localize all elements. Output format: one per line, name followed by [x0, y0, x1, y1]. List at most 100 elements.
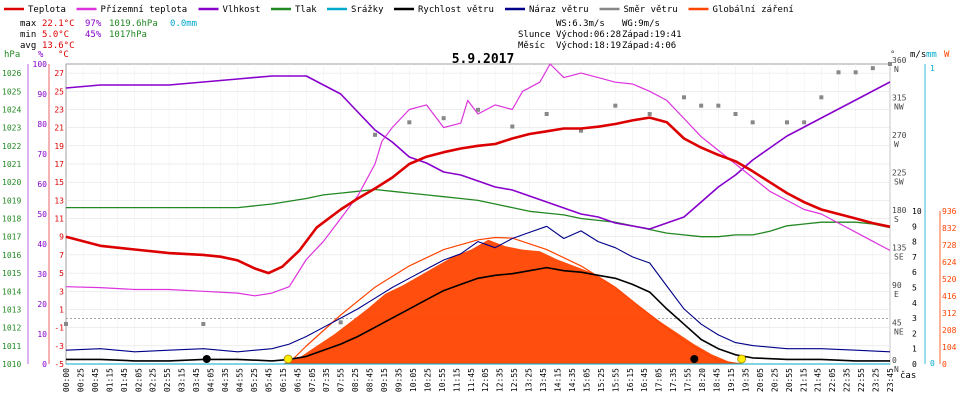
- dir-point-9: [579, 128, 583, 133]
- series-temperature: [65, 116, 891, 275]
- tick-dir-2: 270: [892, 131, 907, 140]
- info-sun-label: Slunce: [518, 30, 551, 40]
- stats-min-label: min: [20, 30, 36, 40]
- info-sun-set: Západ:19:41: [622, 30, 682, 40]
- tick-dir-0: 360: [892, 56, 907, 65]
- tick-rad-7: 208: [942, 326, 957, 335]
- tick-temp-11: 5: [59, 269, 64, 278]
- tick-pct-4: 60: [37, 180, 47, 189]
- tick-time-31: 12:55: [510, 368, 519, 392]
- tick-hpa-7: 1019: [2, 196, 21, 205]
- stats-max-hum: 97%: [85, 19, 102, 29]
- tick-time-5: 02:05: [134, 368, 143, 392]
- dir-point-3: [373, 132, 377, 137]
- dir-point-8: [544, 112, 549, 116]
- tick-dirlbl-6: E: [894, 290, 899, 299]
- tick-time-40: 16:45: [640, 368, 649, 392]
- dir-point-0: [64, 322, 68, 326]
- series-humidity: [65, 75, 891, 230]
- tick-time-39: 16:15: [626, 368, 635, 392]
- plot-area: [64, 62, 892, 365]
- unit-wind: m/s: [910, 50, 926, 60]
- tick-temp-1: 25: [54, 87, 64, 96]
- chart-title: 5.9.2017: [452, 52, 515, 67]
- tick-time-26: 10:55: [438, 368, 447, 392]
- tick-hpa-1: 1025: [2, 87, 21, 96]
- tick-rad-6: 312: [942, 309, 957, 318]
- tick-dir-4: 180: [892, 206, 907, 215]
- tick-time-4: 01:45: [120, 368, 129, 392]
- dir-point-10: [613, 103, 618, 108]
- tick-wind-5: 5: [912, 284, 917, 293]
- tick-pct-6: 40: [37, 240, 47, 249]
- tick-time-10: 04:05: [207, 368, 216, 392]
- tick-dirlbl-7: NE: [894, 328, 904, 337]
- tick-hpa-4: 1022: [2, 142, 21, 151]
- tick-time-44: 18:20: [698, 368, 707, 392]
- stats-min-temp: 5.0°C: [42, 30, 69, 40]
- tick-wind-8: 2: [912, 329, 917, 338]
- tick-time-12: 04:55: [235, 368, 244, 392]
- dir-point-13: [699, 103, 704, 108]
- tick-time-22: 09:15: [380, 368, 389, 392]
- stats-avg-label: avg: [20, 41, 36, 51]
- tick-time-38: 15:55: [611, 368, 620, 392]
- tick-rad-2: 728: [942, 241, 957, 250]
- tick-dirlbl-8: N: [894, 365, 899, 374]
- tick-pct-10: 0: [42, 360, 47, 369]
- tick-hpa-3: 1023: [2, 124, 21, 133]
- tick-time-47: 19:35: [741, 368, 750, 392]
- tick-time-41: 17:05: [655, 368, 664, 392]
- tick-hpa-14: 1012: [2, 324, 21, 333]
- unit-hpa: hPa: [4, 50, 20, 60]
- tick-dirlbl-5: SE: [894, 253, 904, 262]
- stats-max-label: max: [20, 19, 37, 29]
- tick-time-55: 22:55: [857, 368, 866, 392]
- legend-label-7: Směr větru: [624, 5, 678, 15]
- moonset-marker: [202, 355, 211, 363]
- tick-wind-2: 8: [912, 238, 917, 247]
- tick-time-52: 21:45: [814, 368, 823, 392]
- dir-point-23: [888, 62, 892, 66]
- tick-hpa-16: 1010: [2, 360, 21, 369]
- stats-min-hum: 45%: [85, 30, 102, 40]
- tick-time-42: 17:35: [669, 368, 678, 392]
- unit-rad: W: [944, 50, 950, 60]
- dir-point-17: [785, 120, 789, 125]
- dir-point-20: [836, 70, 841, 75]
- unit-temp: °C: [58, 50, 69, 60]
- tick-temp-6: 15: [54, 178, 64, 187]
- tick-temp-10: 7: [59, 251, 64, 260]
- tick-rad-4: 520: [942, 275, 957, 284]
- legend-label-1: Přízemní teplota: [101, 5, 188, 15]
- chart-legend: Teplota Přízemní teplota Vlhkost Tlak Srážky…: [4, 5, 794, 15]
- dir-point-12: [682, 95, 686, 100]
- tick-dirlbl-2: W: [894, 140, 899, 149]
- tick-time-15: 06:15: [279, 368, 288, 392]
- tick-time-3: 01:15: [105, 368, 114, 392]
- legend-label-5: Rychlost větru: [418, 5, 494, 15]
- dir-point-18: [802, 120, 807, 125]
- dir-point-16: [750, 120, 755, 125]
- tick-hpa-12: 1014: [2, 287, 21, 296]
- series-wind-speed: [66, 266, 890, 362]
- tick-time-20: 08:25: [351, 368, 360, 392]
- dir-point-1: [201, 322, 206, 326]
- info-sun-rise: Východ:06:28: [556, 30, 621, 40]
- tick-wind-9: 1: [912, 345, 917, 354]
- tick-temp-8: 11: [54, 215, 64, 224]
- chart-axes: 1026102510241023102210211020101910181017…: [2, 56, 957, 392]
- tick-time-19: 07:55: [337, 368, 346, 392]
- dir-point-5: [441, 116, 446, 121]
- stats-max-press: 1019.6hPa: [109, 19, 158, 29]
- tick-pct-7: 30: [37, 270, 47, 279]
- tick-time-27: 11:15: [452, 368, 461, 392]
- tick-rad-0: 936: [942, 207, 957, 216]
- info-moon-set: Západ:4:06: [622, 41, 676, 51]
- tick-time-34: 14:15: [554, 368, 563, 392]
- tick-time-37: 15:25: [597, 368, 606, 392]
- dir-point-21: [853, 70, 858, 75]
- tick-temp-5: 17: [54, 160, 64, 169]
- tick-dirlbl-1: NW: [894, 103, 904, 112]
- tick-time-24: 10:05: [409, 368, 418, 392]
